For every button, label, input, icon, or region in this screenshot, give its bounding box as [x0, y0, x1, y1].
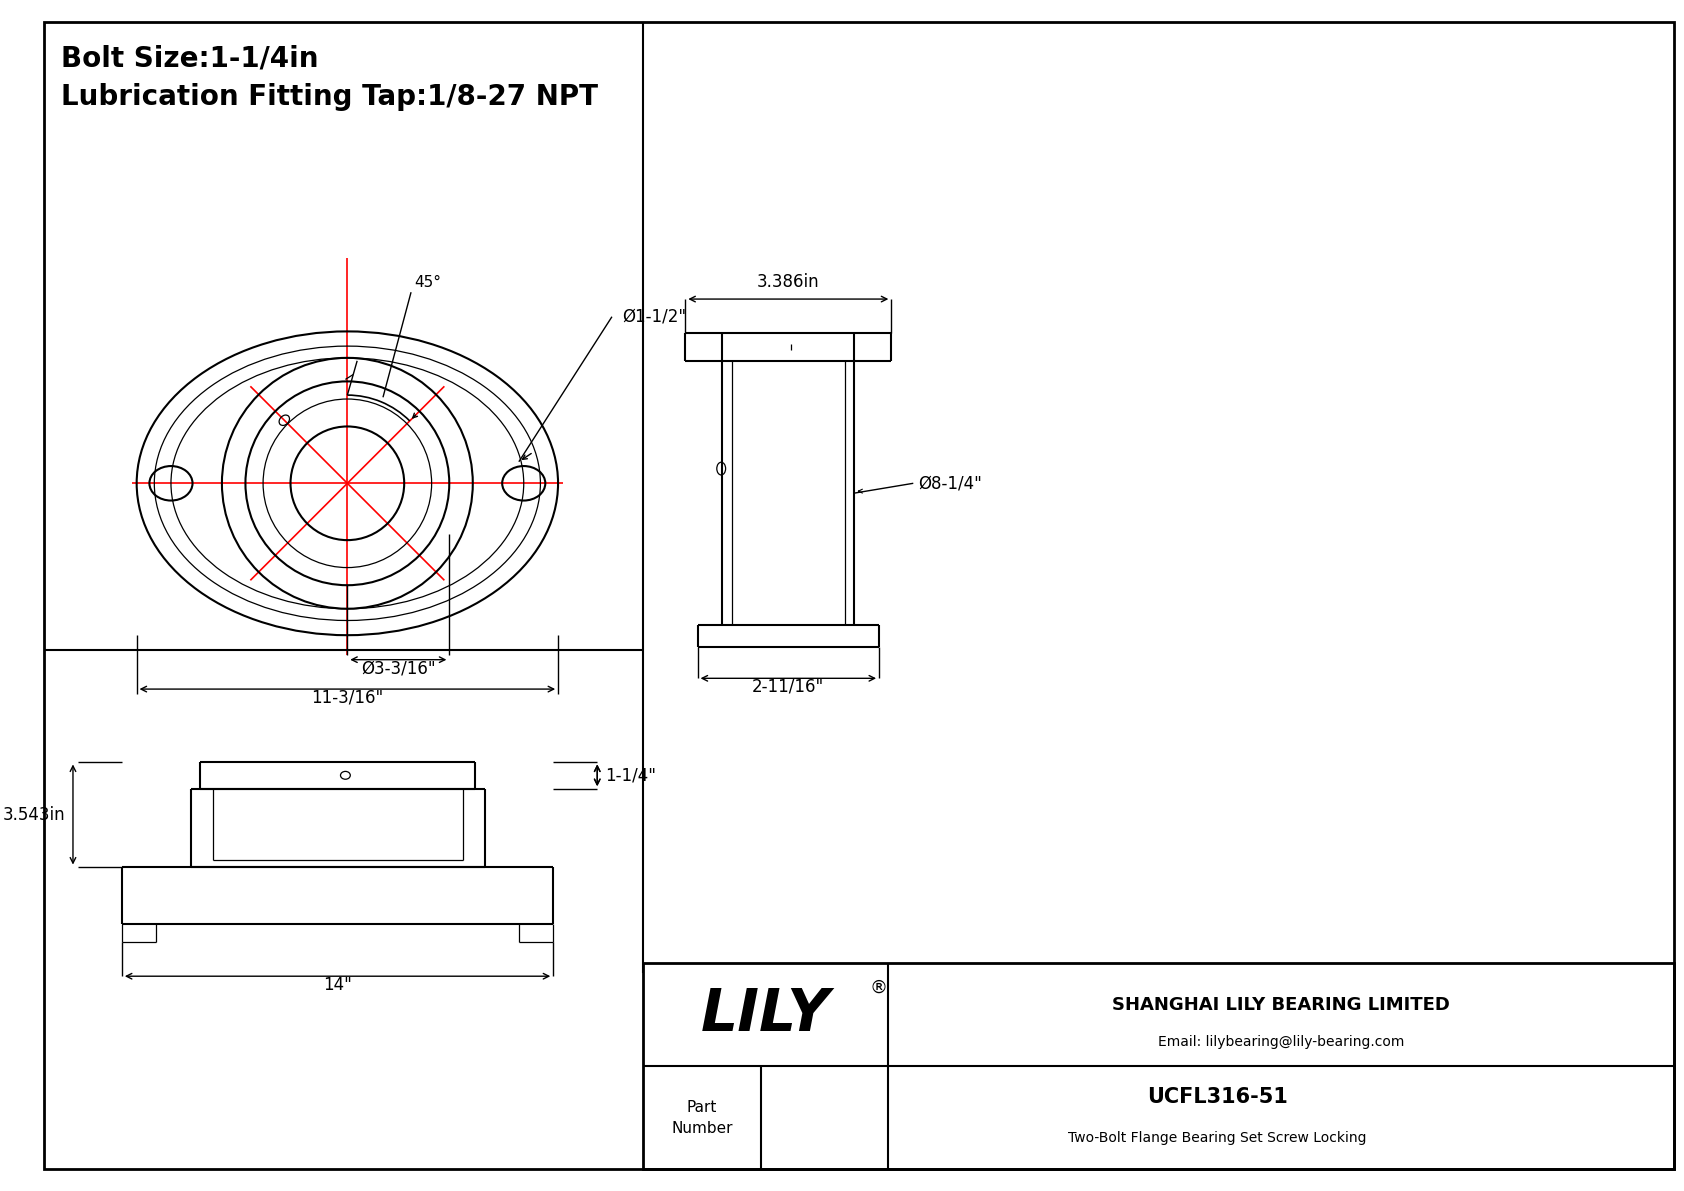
Text: 14": 14": [323, 975, 352, 993]
Text: 2-11/16": 2-11/16": [753, 678, 825, 696]
Text: 45°: 45°: [414, 275, 441, 291]
Text: Ø8-1/4": Ø8-1/4": [918, 474, 982, 492]
Text: Lubrication Fitting Tap:1/8-27 NPT: Lubrication Fitting Tap:1/8-27 NPT: [61, 83, 598, 112]
Text: 3.386in: 3.386in: [758, 273, 820, 292]
Text: Bolt Size:1-1/4in: Bolt Size:1-1/4in: [61, 44, 318, 73]
Text: 11-3/16": 11-3/16": [312, 688, 384, 706]
Text: Email: lilybearing@lily-bearing.com: Email: lilybearing@lily-bearing.com: [1159, 1035, 1404, 1048]
Text: Ø1-1/2": Ø1-1/2": [621, 307, 685, 325]
Text: Part
Number: Part Number: [672, 1099, 733, 1136]
Text: Ø3-3/16": Ø3-3/16": [360, 660, 436, 678]
Text: 1-1/4": 1-1/4": [605, 766, 657, 785]
Bar: [643, 964, 1674, 1170]
Text: ®: ®: [869, 979, 887, 997]
Text: UCFL316-51: UCFL316-51: [1147, 1087, 1288, 1108]
Text: SHANGHAI LILY BEARING LIMITED: SHANGHAI LILY BEARING LIMITED: [1113, 996, 1450, 1014]
Text: 3.543in: 3.543in: [2, 805, 66, 823]
Text: Two-Bolt Flange Bearing Set Screw Locking: Two-Bolt Flange Bearing Set Screw Lockin…: [1068, 1131, 1367, 1146]
Text: LILY: LILY: [701, 986, 830, 1043]
